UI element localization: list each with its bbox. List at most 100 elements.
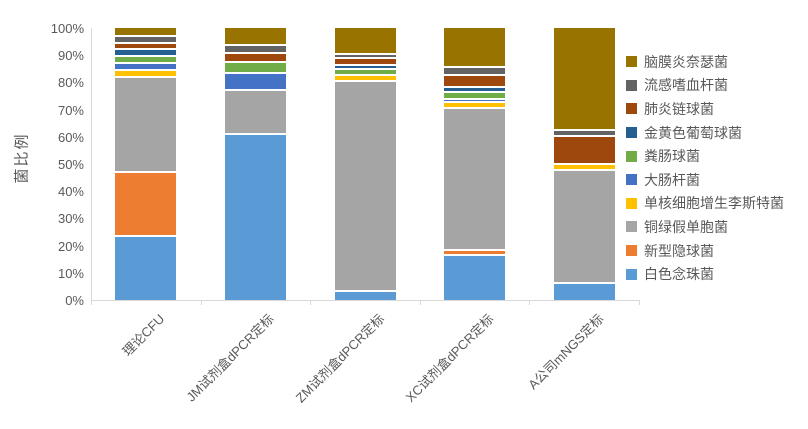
segment-白色念珠菌[interactable]: [444, 253, 506, 300]
segment-新型隐球菌[interactable]: [115, 170, 177, 235]
y-tick-label: 70%: [57, 102, 84, 118]
segment-肺炎链球菌[interactable]: [334, 56, 396, 64]
segment-粪肠球菌[interactable]: [444, 90, 506, 99]
legend-swatch-icon: [626, 174, 637, 186]
x-axis-tick-mark: [639, 300, 640, 305]
y-tick-label: 10%: [57, 265, 84, 281]
segment-粪肠球菌[interactable]: [334, 68, 396, 74]
segment-金黄色葡萄球菌[interactable]: [444, 85, 506, 91]
segment-金黄色葡萄球菌[interactable]: [334, 63, 396, 69]
x-axis-tick-mark: [91, 300, 92, 305]
y-tick-label: 20%: [57, 238, 84, 254]
segment-流感嗜血杆菌[interactable]: [115, 34, 177, 42]
segment-单核细胞增生李斯特菌[interactable]: [553, 163, 615, 169]
x-axis-tick-mark: [310, 300, 312, 305]
segment-粪肠球菌[interactable]: [224, 60, 286, 72]
y-tick-label: 0%: [65, 293, 84, 308]
segment-新型隐球菌[interactable]: [444, 248, 506, 254]
legend-label: 肺炎链球菌: [644, 100, 714, 117]
y-tick-label: 100%: [50, 21, 84, 36]
bar-XC试剂盒dPCR定标[interactable]: [444, 28, 506, 300]
segment-脑膜炎奈瑟菌[interactable]: [444, 28, 506, 66]
legend-label: 新型隐球菌: [644, 242, 714, 259]
legend-item-新型隐球菌[interactable]: 新型隐球菌: [626, 239, 784, 263]
segment-铜绿假单胞菌[interactable]: [224, 89, 286, 133]
y-tick-label: 50%: [57, 157, 84, 172]
legend-item-大肠杆菌[interactable]: 大肠杆菌: [626, 168, 784, 192]
segment-白色念珠菌[interactable]: [224, 132, 286, 300]
legend-item-白色念珠菌[interactable]: 白色念珠菌: [626, 262, 784, 286]
bar-A公司mNGS定标[interactable]: [553, 28, 615, 300]
bar-ZM试剂盒dPCR定标[interactable]: [334, 28, 396, 300]
legend-label: 铜绿假单胞菌: [644, 218, 728, 235]
segment-铜绿假单胞菌[interactable]: [553, 168, 615, 283]
y-tick-label: 30%: [57, 211, 84, 227]
segment-肺炎链球菌[interactable]: [224, 52, 286, 61]
bar-JM试剂盒dPCR定标[interactable]: [224, 28, 286, 300]
legend-item-粪肠球菌[interactable]: 粪肠球菌: [626, 144, 784, 168]
legend-swatch-icon: [626, 221, 637, 233]
segment-流感嗜血杆菌[interactable]: [553, 129, 615, 136]
y-axis-title: 菌比例: [13, 132, 31, 184]
legend-swatch-icon: [626, 150, 637, 162]
segment-白色念珠菌[interactable]: [334, 290, 396, 300]
segment-大肠杆菌[interactable]: [444, 98, 506, 102]
segment-流感嗜血杆菌[interactable]: [334, 53, 396, 57]
x-tick-label: A公司mNGS定标: [524, 311, 606, 393]
segment-肺炎链球菌[interactable]: [115, 41, 177, 49]
segment-金黄色葡萄球菌[interactable]: [115, 48, 177, 56]
legend-item-肺炎链球菌[interactable]: 肺炎链球菌: [626, 97, 784, 121]
legend-item-单核细胞增生李斯特菌[interactable]: 单核细胞增生李斯特菌: [626, 192, 784, 216]
segment-脑膜炎奈瑟菌[interactable]: [334, 28, 396, 54]
x-axis-tick-mark: [419, 300, 421, 305]
segment-脑膜炎奈瑟菌[interactable]: [115, 28, 177, 35]
legend-item-脑膜炎奈瑟菌[interactable]: 脑膜炎奈瑟菌: [626, 50, 784, 74]
segment-铜绿假单胞菌[interactable]: [334, 79, 396, 291]
x-tick-label: ZM试剂盒dPCR定标: [292, 311, 387, 406]
y-axis-line: [91, 28, 92, 300]
y-tick-label: 40%: [57, 184, 84, 200]
legend-label: 大肠杆菌: [644, 171, 700, 188]
segment-单核细胞增生李斯特菌[interactable]: [334, 73, 396, 80]
segment-白色念珠菌[interactable]: [115, 234, 177, 300]
y-tick-label: 90%: [57, 48, 84, 64]
segment-脑膜炎奈瑟菌[interactable]: [553, 28, 615, 130]
legend-swatch-icon: [626, 103, 637, 115]
legend-swatch-icon: [626, 56, 637, 68]
legend-swatch-icon: [626, 197, 637, 209]
segment-铜绿假单胞菌[interactable]: [444, 106, 506, 249]
x-tick-label: XC试剂盒dPCR定标: [402, 311, 497, 405]
legend-item-铜绿假单胞菌[interactable]: 铜绿假单胞菌: [626, 215, 784, 239]
legend-label: 流感嗜血杆菌: [644, 77, 728, 94]
segment-单核细胞增生李斯特菌[interactable]: [444, 101, 506, 107]
bar-理论CFU[interactable]: [115, 28, 177, 300]
segment-肺炎链球菌[interactable]: [553, 135, 615, 164]
segment-流感嗜血杆菌[interactable]: [224, 44, 286, 53]
legend-swatch-icon: [626, 127, 637, 139]
segment-粪肠球菌[interactable]: [115, 55, 177, 62]
y-tick-label: 80%: [57, 75, 84, 91]
legend-item-流感嗜血杆菌[interactable]: 流感嗜血杆菌: [626, 74, 784, 98]
legend-swatch-icon: [626, 245, 637, 257]
segment-肺炎链球菌[interactable]: [444, 73, 506, 86]
segment-白色念珠菌[interactable]: [553, 282, 615, 300]
legend-label: 脑膜炎奈瑟菌: [644, 53, 728, 70]
y-tick-label: 60%: [57, 129, 84, 145]
legend-swatch-icon: [626, 268, 637, 280]
legend-label: 金黄色葡萄球菌: [644, 124, 742, 141]
x-tick-label: 理论CFU: [119, 311, 168, 360]
segment-单核细胞增生李斯特菌[interactable]: [115, 68, 177, 76]
legend-item-金黄色葡萄球菌[interactable]: 金黄色葡萄球菌: [626, 121, 784, 145]
x-axis-line: [91, 300, 639, 301]
segment-大肠杆菌[interactable]: [115, 61, 177, 69]
segment-铜绿假单胞菌[interactable]: [115, 75, 177, 171]
legend-label: 白色念珠菌: [644, 266, 714, 283]
x-axis-tick-mark: [529, 300, 531, 305]
segment-大肠杆菌[interactable]: [224, 71, 286, 90]
legend-label: 粪肠球菌: [644, 148, 700, 165]
segment-流感嗜血杆菌[interactable]: [444, 65, 506, 74]
legend: 脑膜炎奈瑟菌 流感嗜血杆菌 肺炎链球菌金黄色葡萄球菌 粪肠球菌大肠杆菌单核细胞增生李斯…: [626, 50, 784, 286]
x-axis-tick-mark: [200, 300, 202, 305]
segment-脑膜炎奈瑟菌[interactable]: [224, 28, 286, 45]
